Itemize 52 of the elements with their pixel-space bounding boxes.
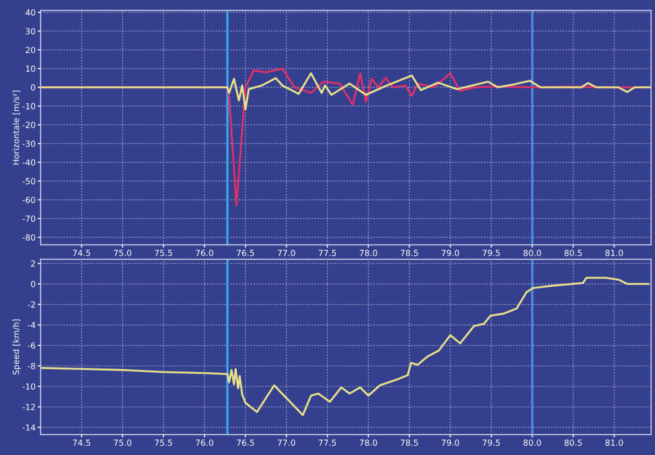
x-tick-label: 75.5 (154, 440, 172, 446)
x-tick-label: 77.5 (318, 440, 336, 446)
y-tick-label: -40 (22, 159, 36, 166)
x-tick-label: 81.0 (605, 250, 623, 256)
y-tick-label: -10 (22, 383, 36, 390)
y-tick-label: 10 (26, 66, 36, 72)
x-tick-label: 75.0 (114, 440, 132, 446)
x-tick-label: 75.0 (114, 250, 132, 256)
y-tick-label: 0 (30, 280, 36, 288)
y-axis-title: Horizontale [m/s²] (12, 90, 20, 165)
x-tick-label: 78.5 (400, 440, 418, 446)
y-tick-label: -30 (22, 140, 36, 147)
x-tick-label: 76.5 (236, 250, 254, 256)
x-tick-label: 78.5 (400, 250, 418, 256)
y-tick-label: 30 (26, 28, 36, 34)
x-tick-label: 76.5 (236, 440, 254, 446)
x-tick-label: 74.5 (72, 250, 90, 256)
x-tick-label: 76.0 (196, 440, 214, 446)
x-tick-label: 76.0 (196, 250, 214, 256)
x-tick-label: 77.0 (278, 250, 296, 256)
y-tick-label: -6 (28, 342, 36, 349)
x-tick-label: 81.0 (605, 440, 623, 446)
x-tick-label: 77.5 (318, 250, 336, 256)
y-tick-label: 0 (30, 84, 36, 91)
y-tick-label: -50 (22, 178, 36, 184)
x-tick-label: 79.5 (482, 440, 500, 446)
y-tick-label: -60 (22, 196, 36, 204)
y-tick-label: 20 (26, 46, 36, 54)
x-tick-label: 80.5 (564, 440, 582, 446)
y-tick-label: -70 (22, 216, 36, 222)
x-tick-label: 74.5 (72, 440, 90, 446)
x-tick-label: 79.0 (442, 440, 460, 446)
y-tick-label: 2 (31, 260, 35, 267)
x-tick-label: 80.5 (564, 250, 582, 256)
x-tick-label: 75.5 (154, 250, 172, 256)
y-tick-label: -20 (22, 122, 36, 128)
y-tick-label: -4 (28, 322, 36, 328)
x-tick-label: 78.0 (360, 250, 378, 256)
x-tick-label: 78.0 (360, 440, 378, 446)
y-tick-label: 40 (26, 9, 36, 16)
x-tick-label: 79.0 (442, 250, 460, 256)
x-tick-label: 77.0 (278, 440, 296, 446)
y-tick-label: -80 (22, 234, 36, 241)
y-tick-label: -2 (28, 301, 35, 308)
x-tick-label: 80.0 (524, 440, 541, 446)
y-tick-label: -12 (22, 404, 35, 410)
y-tick-label: -8 (28, 362, 36, 370)
x-tick-label: 79.5 (482, 250, 500, 256)
x-tick-label: 80.0 (524, 250, 541, 256)
y-tick-label: -10 (22, 103, 36, 110)
y-axis-title: Speed [km/h] (12, 320, 21, 375)
y-tick-label: -14 (22, 424, 36, 431)
